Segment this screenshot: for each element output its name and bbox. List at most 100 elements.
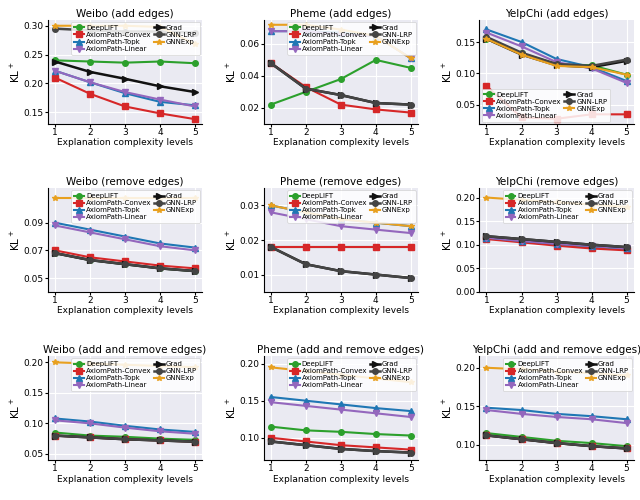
AxiomPath-Convex [623, 248, 630, 254]
GNNExp [407, 379, 415, 385]
Grad [121, 436, 129, 442]
X-axis label: Explanation complexity levels: Explanation complexity levels [273, 474, 409, 484]
Y-axis label: KL$^+$: KL$^+$ [441, 398, 454, 419]
Line: GNN-LRP: GNN-LRP [484, 432, 629, 451]
GNN-LRP [156, 438, 164, 444]
AxiomPath-Linear [51, 418, 59, 424]
AxiomPath-Convex [156, 262, 164, 268]
AxiomPath-Convex [51, 432, 59, 438]
Line: Grad: Grad [268, 438, 413, 456]
Legend: DeepLIFT, AxiomPath-Convex, AxiomPath-Topk, AxiomPath-Linear, Grad, GNN-LRP, GNN: DeepLIFT, AxiomPath-Convex, AxiomPath-To… [287, 190, 416, 223]
Grad [372, 272, 380, 278]
AxiomPath-Topk [518, 39, 525, 45]
GNN-LRP [553, 440, 561, 446]
Title: Pheme (add and remove edges): Pheme (add and remove edges) [257, 346, 424, 356]
X-axis label: Explanation complexity levels: Explanation complexity levels [57, 474, 193, 484]
DeepLIFT [518, 50, 525, 56]
DeepLIFT [483, 234, 490, 240]
AxiomPath-Topk [623, 78, 630, 84]
Line: AxiomPath-Topk: AxiomPath-Topk [52, 220, 198, 250]
AxiomPath-Linear [588, 66, 595, 71]
AxiomPath-Topk [51, 220, 59, 226]
AxiomPath-Convex [86, 91, 94, 97]
DeepLIFT [337, 429, 345, 435]
AxiomPath-Linear [191, 104, 199, 110]
AxiomPath-Convex [191, 116, 199, 122]
GNN-LRP [121, 261, 129, 267]
AxiomPath-Topk [407, 223, 415, 229]
AxiomPath-Convex [121, 104, 129, 110]
Title: Weibo (add edges): Weibo (add edges) [76, 9, 174, 19]
GNN-LRP [156, 266, 164, 272]
GNN-LRP [588, 443, 595, 449]
DeepLIFT [553, 438, 561, 444]
AxiomPath-Topk [407, 56, 415, 62]
GNN-LRP [191, 30, 199, 36]
AxiomPath-Topk [86, 226, 94, 232]
AxiomPath-Linear [518, 238, 525, 244]
Grad [86, 69, 94, 75]
Line: GNNExp: GNNExp [52, 195, 198, 200]
Line: AxiomPath-Topk: AxiomPath-Topk [52, 416, 198, 434]
AxiomPath-Topk [623, 416, 630, 422]
GNNExp [553, 368, 561, 374]
GNN-LRP [623, 56, 630, 62]
AxiomPath-Linear [372, 226, 380, 232]
Grad [518, 52, 525, 58]
Line: AxiomPath-Linear: AxiomPath-Linear [484, 235, 629, 252]
GNN-LRP [267, 60, 275, 66]
Grad [51, 58, 59, 64]
AxiomPath-Linear [518, 411, 525, 417]
GNN-LRP [51, 432, 59, 438]
GNNExp [51, 360, 59, 366]
Legend: DeepLIFT, AxiomPath-Convex, AxiomPath-Topk, AxiomPath-Linear, Grad, GNN-LRP, GNN: DeepLIFT, AxiomPath-Convex, AxiomPath-To… [481, 89, 610, 122]
AxiomPath-Topk [337, 402, 345, 407]
DeepLIFT [156, 436, 164, 442]
Line: GNNExp: GNNExp [484, 365, 629, 378]
GNNExp [407, 56, 415, 62]
Grad [407, 102, 415, 107]
GNNExp [121, 195, 129, 201]
AxiomPath-Topk [191, 244, 199, 250]
GNN-LRP [51, 26, 59, 32]
DeepLIFT [372, 244, 380, 250]
AxiomPath-Linear [553, 414, 561, 420]
Line: Grad: Grad [52, 433, 198, 444]
AxiomPath-Convex [51, 74, 59, 80]
AxiomPath-Convex [588, 112, 595, 117]
Grad [588, 443, 595, 449]
Line: DeepLIFT: DeepLIFT [52, 58, 198, 66]
AxiomPath-Linear [483, 30, 490, 36]
AxiomPath-Topk [553, 241, 561, 247]
Legend: DeepLIFT, AxiomPath-Convex, AxiomPath-Topk, AxiomPath-Linear, Grad, GNN-LRP, GNN: DeepLIFT, AxiomPath-Convex, AxiomPath-To… [72, 190, 200, 223]
DeepLIFT [302, 428, 310, 434]
GNNExp [483, 194, 490, 200]
GNN-LRP [337, 446, 345, 452]
Line: Grad: Grad [484, 234, 629, 250]
Line: DeepLIFT: DeepLIFT [268, 244, 413, 250]
Grad [302, 261, 310, 267]
AxiomPath-Linear [302, 403, 310, 409]
AxiomPath-Topk [337, 30, 345, 36]
Y-axis label: KL$^+$: KL$^+$ [225, 230, 238, 250]
Legend: DeepLIFT, AxiomPath-Convex, AxiomPath-Topk, AxiomPath-Linear, Grad, GNN-LRP, GNN: DeepLIFT, AxiomPath-Convex, AxiomPath-To… [72, 358, 200, 391]
AxiomPath-Convex [518, 240, 525, 246]
GNN-LRP [86, 257, 94, 263]
AxiomPath-Convex [553, 440, 561, 446]
GNN-LRP [302, 261, 310, 267]
Grad [518, 436, 525, 442]
DeepLIFT [191, 437, 199, 443]
GNNExp [518, 197, 525, 203]
AxiomPath-Topk [372, 33, 380, 39]
GNNExp [156, 363, 164, 369]
Y-axis label: KL$^+$: KL$^+$ [441, 61, 454, 82]
GNN-LRP [86, 434, 94, 440]
DeepLIFT [483, 430, 490, 436]
AxiomPath-Convex [337, 102, 345, 107]
AxiomPath-Linear [337, 223, 345, 229]
GNNExp [51, 23, 59, 29]
DeepLIFT [51, 250, 59, 256]
DeepLIFT [623, 72, 630, 78]
Line: AxiomPath-Topk: AxiomPath-Topk [268, 202, 413, 229]
AxiomPath-Topk [518, 238, 525, 244]
